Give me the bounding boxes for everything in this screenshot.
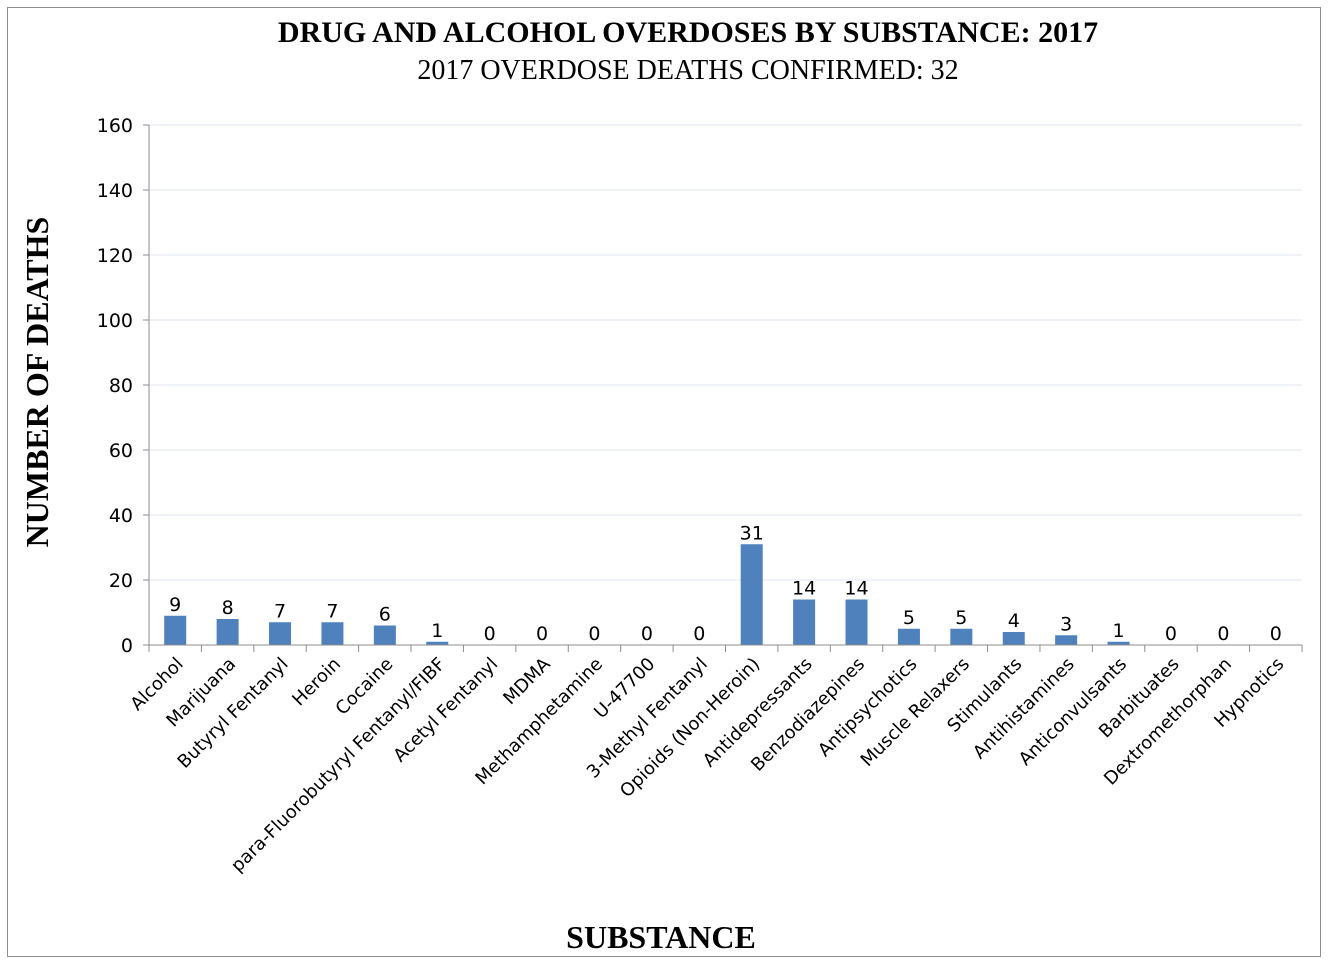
y-tick-label: 0 (121, 635, 133, 657)
data-label: 0 (484, 623, 496, 645)
y-tick-label: 100 (97, 310, 133, 332)
data-label: 4 (1008, 610, 1020, 632)
data-label: 1 (1113, 620, 1125, 642)
bar-chart: DRUG AND ALCOHOL OVERDOSES BY SUBSTANCE:… (19, 16, 1303, 955)
y-axis-title: NUMBER OF DEATHS (19, 217, 55, 548)
y-tick-label: 40 (109, 505, 133, 527)
data-label: 7 (274, 600, 286, 622)
bar (426, 641, 449, 645)
y-tick-label: 20 (109, 570, 133, 592)
data-label: 5 (903, 607, 915, 629)
bar (1107, 641, 1130, 645)
bar (216, 619, 239, 645)
bar (897, 628, 920, 645)
gridlines (149, 124, 1302, 581)
y-axis-ticks: 0 20 40 60 80 100 120 140 160 (97, 115, 149, 657)
data-label: 0 (1217, 623, 1229, 645)
y-tick-label: 60 (109, 440, 133, 462)
chart-frame: DRUG AND ALCOHOL OVERDOSES BY SUBSTANCE:… (7, 7, 1321, 957)
data-label: 0 (641, 623, 653, 645)
bar (321, 622, 344, 645)
axes (148, 125, 1303, 652)
y-tick-label: 120 (97, 245, 133, 267)
data-label: 0 (536, 623, 548, 645)
bar (793, 599, 816, 645)
bars (164, 544, 1130, 645)
bar (269, 622, 292, 645)
data-label: 0 (588, 623, 600, 645)
chart-subtitle: 2017 OVERDOSE DEATHS CONFIRMED: 32 (417, 55, 958, 86)
chart-title: DRUG AND ALCOHOL OVERDOSES BY SUBSTANCE:… (278, 16, 1098, 49)
y-tick-label: 160 (97, 115, 133, 137)
data-label: 6 (379, 604, 391, 626)
bar (740, 544, 763, 645)
data-label: 7 (326, 600, 338, 622)
data-label: 0 (693, 623, 705, 645)
x-axis-title: SUBSTANCE (566, 919, 756, 955)
data-label: 14 (844, 578, 868, 600)
data-label: 8 (222, 597, 234, 619)
data-label: 0 (1270, 623, 1282, 645)
y-tick-label: 140 (97, 180, 133, 202)
bar (1002, 632, 1025, 645)
bar (373, 625, 396, 645)
bar (1055, 635, 1078, 645)
bar (164, 615, 187, 645)
bar (845, 599, 868, 645)
data-label: 0 (1165, 623, 1177, 645)
y-tick-label: 80 (109, 375, 133, 397)
data-label: 14 (792, 578, 816, 600)
data-label: 31 (740, 522, 764, 544)
data-label: 1 (431, 620, 443, 642)
data-label: 9 (169, 594, 181, 616)
data-label: 5 (955, 607, 967, 629)
bar (950, 628, 973, 645)
data-label: 3 (1060, 613, 1072, 635)
